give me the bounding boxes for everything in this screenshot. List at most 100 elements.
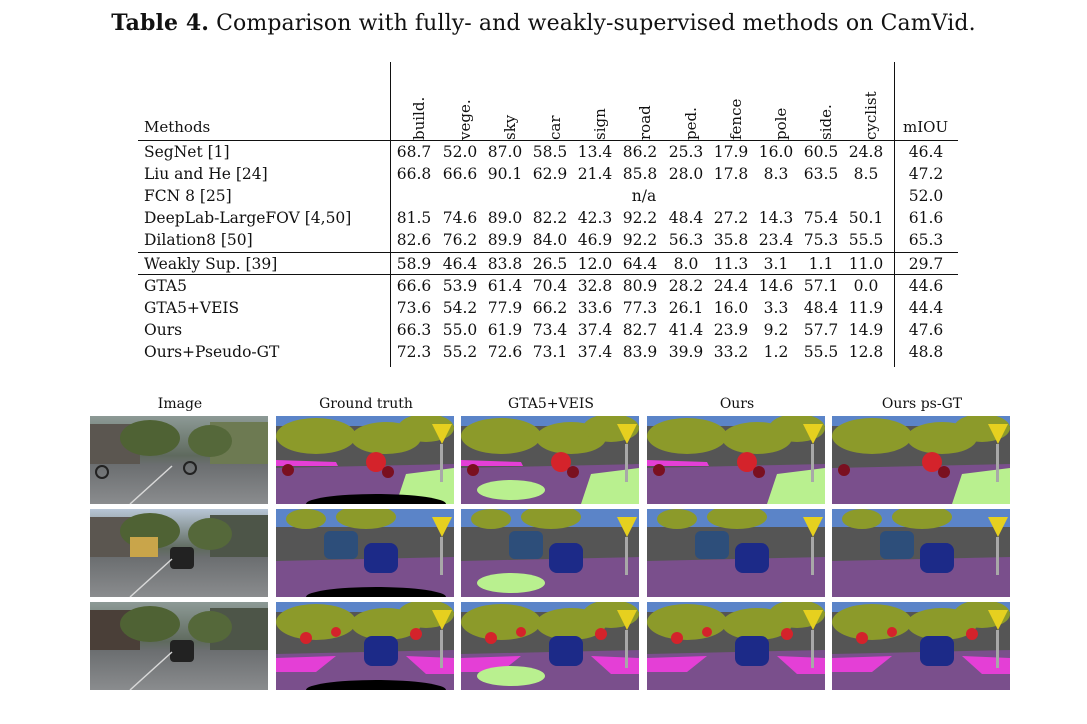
cell-value: 64.4	[622, 255, 658, 273]
input-image	[90, 416, 268, 504]
methods-header: Methods	[144, 118, 211, 136]
cell-value: 55.2	[442, 343, 478, 361]
cell-value: 37.4	[577, 343, 613, 361]
cell-value: 82.2	[532, 209, 568, 227]
segmentation-map	[647, 509, 825, 597]
cell-value: 66.6	[396, 277, 432, 295]
cell-value: 62.9	[532, 165, 568, 183]
cell-value: 32.8	[577, 277, 613, 295]
cell-value: 60.5	[803, 143, 839, 161]
cell-value: 23.4	[758, 231, 794, 249]
cell-na: n/a	[631, 187, 657, 205]
table-row: FCN 8 [25] n/a 52.0	[138, 186, 958, 208]
miou-value: 65.3	[908, 231, 944, 249]
cell-value: 1.1	[808, 255, 834, 273]
cell-value: 26.1	[668, 299, 704, 317]
cell-value: 77.3	[622, 299, 658, 317]
class-header: sky	[501, 62, 523, 140]
input-image	[90, 602, 268, 690]
cell-value: 14.3	[758, 209, 794, 227]
cell-value: 24.8	[848, 143, 884, 161]
class-header: ped.	[682, 62, 704, 140]
segmentation-map	[461, 416, 639, 504]
cell-value: 35.8	[713, 231, 749, 249]
cell-value: 73.6	[396, 299, 432, 317]
cell-value: 17.9	[713, 143, 749, 161]
cell-value: 84.0	[532, 231, 568, 249]
cell-value: 66.6	[442, 165, 478, 183]
cell-value: 1.2	[763, 343, 789, 361]
cell-value: 86.2	[622, 143, 658, 161]
table-row: GTA5 66.6 53.9 61.4 70.4 32.8 80.9 28.2 24.4 14.6…	[138, 276, 958, 298]
segmentation-map	[461, 602, 639, 690]
cell-value: 56.3	[668, 231, 704, 249]
cell-value: 72.3	[396, 343, 432, 361]
cell-value: 89.0	[487, 209, 523, 227]
class-header-label: sign	[591, 108, 609, 140]
cell-value: 55.5	[848, 231, 884, 249]
cell-value: 28.0	[668, 165, 704, 183]
class-header: cyclist	[862, 62, 884, 140]
cell-value: 50.1	[848, 209, 884, 227]
method-name: Weakly Sup. [39]	[144, 255, 278, 273]
cell-value: 70.4	[532, 277, 568, 295]
cell-value: 24.4	[713, 277, 749, 295]
cell-value: 75.3	[803, 231, 839, 249]
cell-value: 23.9	[713, 321, 749, 339]
method-name: Ours	[144, 321, 183, 339]
row-rule	[138, 252, 958, 253]
cell-value: 46.9	[577, 231, 613, 249]
column-rule	[894, 62, 895, 367]
cell-value: 54.2	[442, 299, 478, 317]
cell-value: 73.1	[532, 343, 568, 361]
figure-column-header: GTA5+VEIS	[508, 396, 594, 412]
segmentation-map	[276, 602, 454, 690]
cell-value: 8.0	[673, 255, 699, 273]
miou-value: 44.4	[908, 299, 944, 317]
miou-header: mIOU	[903, 118, 949, 136]
cell-value: 72.6	[487, 343, 523, 361]
cell-value: 53.9	[442, 277, 478, 295]
miou-value: 47.6	[908, 321, 944, 339]
results-table: Methods mIOU build. vege. sky car sign road pe…	[138, 62, 958, 367]
cell-value: 12.8	[848, 343, 884, 361]
figure-column-header: Ours	[719, 396, 755, 412]
cell-value: 82.7	[622, 321, 658, 339]
figure-column-header: Ground truth	[319, 396, 413, 412]
miou-value: 52.0	[908, 187, 944, 205]
class-header-label: fence	[727, 98, 745, 140]
cell-value: 16.0	[758, 143, 794, 161]
class-header: side.	[817, 62, 839, 140]
cell-value: 14.6	[758, 277, 794, 295]
cell-value: 17.8	[713, 165, 749, 183]
cell-value: 74.6	[442, 209, 478, 227]
class-header-label: road	[636, 105, 654, 140]
row-rule	[138, 274, 958, 275]
method-name: FCN 8 [25]	[144, 187, 232, 205]
table-row: SegNet [1] 68.7 52.0 87.0 58.5 13.4 86.2 25.3 17…	[138, 142, 958, 164]
cell-value: 89.9	[487, 231, 523, 249]
segmentation-map	[832, 602, 1010, 690]
segmentation-map	[276, 416, 454, 504]
table-row: Ours+Pseudo-GT 72.3 55.2 72.6 73.1 37.4 83.9 39…	[138, 342, 958, 364]
table-row: GTA5+VEIS 73.6 54.2 77.9 66.2 33.6 77.3 26.1 16.…	[138, 298, 958, 320]
cell-value: 66.2	[532, 299, 568, 317]
cell-value: 3.1	[763, 255, 789, 273]
class-header-label: build.	[410, 96, 428, 140]
cell-value: 11.0	[848, 255, 884, 273]
class-header-label: car	[546, 115, 564, 140]
cell-value: 81.5	[396, 209, 432, 227]
segmentation-map	[276, 509, 454, 597]
miou-value: 61.6	[908, 209, 944, 227]
cell-value: 8.5	[853, 165, 879, 183]
miou-value: 29.7	[908, 255, 944, 273]
cell-value: 90.1	[487, 165, 523, 183]
cell-value: 61.4	[487, 277, 523, 295]
row-rule	[138, 140, 958, 141]
class-header: fence	[727, 62, 749, 140]
miou-value: 47.2	[908, 165, 944, 183]
cell-value: 83.8	[487, 255, 523, 273]
class-header: sign	[591, 62, 613, 140]
cell-value: 0.0	[853, 277, 879, 295]
cell-value: 63.5	[803, 165, 839, 183]
